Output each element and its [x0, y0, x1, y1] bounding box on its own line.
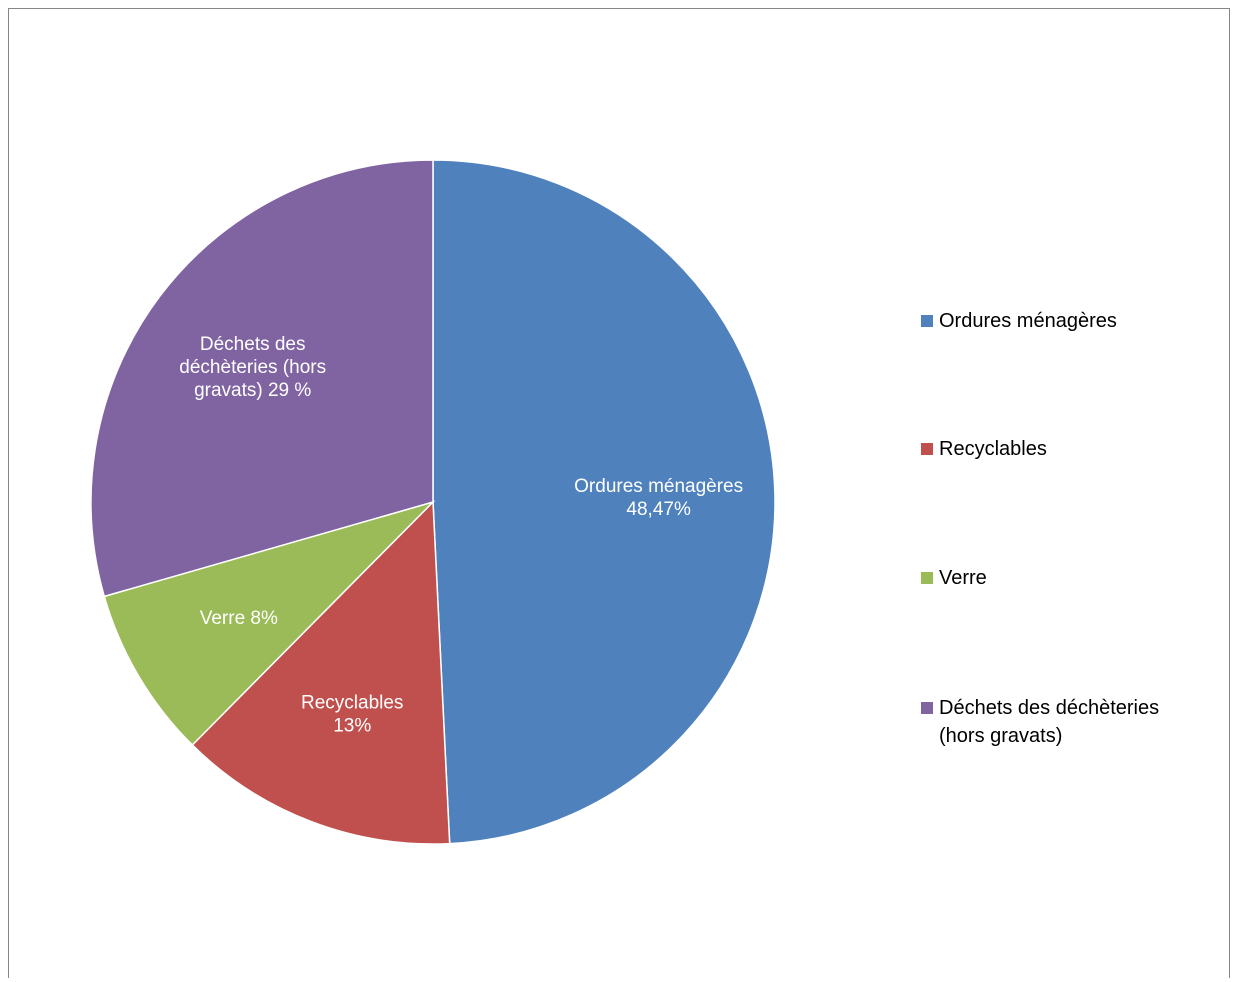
- slice-label-line: 48,47%: [626, 499, 691, 520]
- slice-label-ordures: Ordures ménagères 48,47%: [574, 476, 743, 520]
- slice-label-recyclables: Recyclables 13%: [301, 692, 403, 736]
- slice-labels: Ordures ménagères 48,47% Recyclables 13% Ver…: [179, 334, 743, 736]
- legend-swatch: [921, 315, 933, 327]
- slice-label-verre: Verre 8%: [200, 608, 278, 629]
- pie-slice-verre: [103, 500, 436, 747]
- slice-label-line: Recyclables: [301, 692, 403, 713]
- slice-label-line: gravats) 29 %: [194, 380, 311, 401]
- pie-slice-ordures: [432, 159, 776, 845]
- legend-item-verre: Verre: [921, 564, 1219, 592]
- legend-item-recyclables: Recyclables: [921, 435, 1219, 463]
- slice-label-line: Déchets des: [200, 334, 306, 355]
- slice-label-line: Verre 8%: [200, 608, 278, 629]
- legend-swatch: [921, 702, 933, 714]
- legend-swatch: [921, 572, 933, 584]
- legend-label: Déchets des déchèteries (hors gravats): [939, 697, 1160, 747]
- legend-label: Ordures ménagères: [939, 310, 1117, 332]
- chart-area: Ordures ménagères 48,47% Recyclables 13% Ver…: [8, 8, 1230, 978]
- pie-slice-decheteries: [90, 159, 434, 598]
- legend-swatch: [921, 443, 933, 455]
- pie-slices: [90, 159, 776, 845]
- slice-label-line: déchèteries (hors: [179, 357, 326, 378]
- pie-slice-recyclables: [191, 500, 451, 845]
- legend-label: Recyclables: [939, 438, 1047, 460]
- legend-item-decheteries: Déchets des déchèteries (hors gravats): [921, 694, 1209, 750]
- legend-label: Verre: [939, 567, 987, 589]
- pie-chart: Ordures ménagères 48,47% Recyclables 13% Ver…: [90, 159, 776, 845]
- slice-label-decheteries: Déchets des déchèteries (hors gravats) 29 …: [179, 334, 326, 401]
- slice-label-line: 13%: [333, 715, 371, 736]
- legend-item-ordures: Ordures ménagères: [921, 307, 1219, 335]
- slice-label-line: Ordures ménagères: [574, 476, 743, 497]
